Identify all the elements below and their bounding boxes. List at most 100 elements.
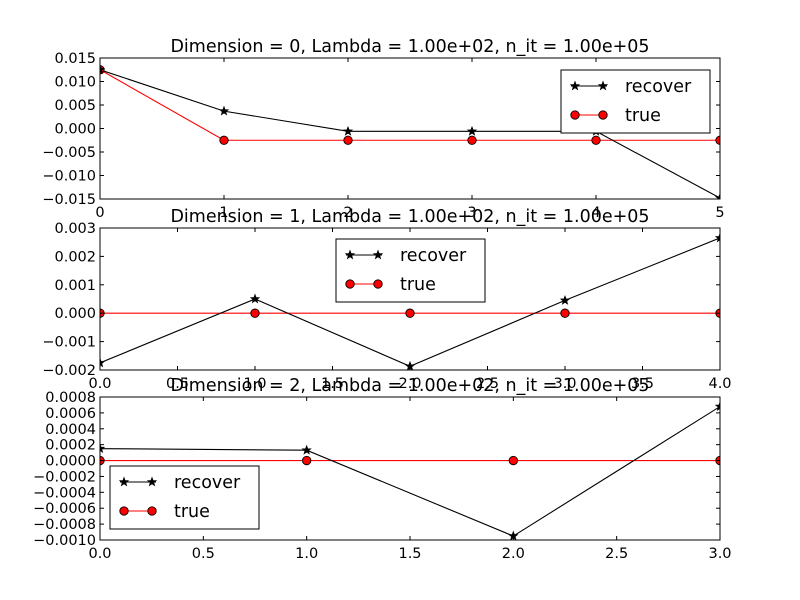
data-point-recover <box>714 192 720 199</box>
data-point-true <box>219 135 229 145</box>
x-tick-label: 3.0 <box>553 376 576 392</box>
subplot-title: Dimension = 1, Lambda = 1.00e+02, n_it =… <box>170 207 649 227</box>
y-tick-label: 0.0006 <box>45 406 96 422</box>
data-point-recover <box>714 401 720 411</box>
x-tick-label: 2.0 <box>398 376 421 392</box>
y-tick-label: 0.000 <box>54 306 96 322</box>
subplot-title: Dimension = 2, Lambda = 1.00e+02, n_it =… <box>170 376 649 396</box>
data-point-recover <box>714 232 720 243</box>
x-tick-label: 4.0 <box>708 376 731 392</box>
x-tick-label: 5 <box>715 205 724 221</box>
legend-marker-true <box>598 110 608 120</box>
data-point-recover <box>100 357 106 368</box>
data-point-true <box>560 308 570 318</box>
data-point-recover <box>100 64 106 75</box>
legend-marker-true <box>570 110 580 120</box>
data-point-true <box>467 135 477 145</box>
y-tick-label: −0.015 <box>42 192 96 208</box>
y-tick-label: 0.002 <box>54 249 96 265</box>
x-tick-label: 0.0 <box>88 546 111 562</box>
legend-box <box>335 238 486 303</box>
y-tick-label: 0.0004 <box>45 422 96 438</box>
y-tick-label: 0.005 <box>54 98 96 114</box>
legend-marker-recover <box>372 249 384 260</box>
legend: recover true <box>109 465 260 530</box>
series-line-true <box>100 69 720 141</box>
series-line-recover <box>100 69 720 199</box>
subplot-title: Dimension = 0, Lambda = 1.00e+02, n_it =… <box>170 37 649 57</box>
x-tick-label: 0.0 <box>88 376 111 392</box>
data-point-recover <box>218 105 230 116</box>
data-point-recover <box>249 293 261 304</box>
legend-marker-true <box>345 279 355 289</box>
x-tick-label: 1.5 <box>398 546 421 562</box>
legend-label-true: true <box>174 502 210 522</box>
x-tick-label: 0.5 <box>166 376 189 392</box>
legend-marker-recover <box>146 476 158 487</box>
legend-marker-recover <box>118 476 130 487</box>
data-point-true <box>405 308 415 318</box>
legend-label-recover: recover <box>400 246 467 266</box>
y-tick-label: 0.000 <box>54 122 96 138</box>
x-tick-label: 0 <box>95 205 104 221</box>
y-tick-label: −0.001 <box>42 335 96 351</box>
y-tick-label: −0.002 <box>42 363 96 379</box>
data-point-recover <box>466 125 478 136</box>
series-group <box>100 64 720 199</box>
data-point-recover <box>559 294 571 305</box>
data-point-true <box>508 455 518 466</box>
x-tick-label: 3.0 <box>708 546 731 562</box>
y-tick-label: −0.0002 <box>33 469 96 485</box>
legend-box <box>109 465 260 530</box>
y-tick-label: 0.0002 <box>45 438 96 454</box>
y-tick-label: 0.015 <box>54 51 96 67</box>
data-point-true <box>343 135 353 145</box>
y-tick-label: 0.001 <box>54 278 96 294</box>
x-tick-label: 2.0 <box>502 546 525 562</box>
y-tick-label: 0.010 <box>54 75 96 91</box>
legend-marker-recover <box>597 80 609 91</box>
data-point-true <box>250 308 260 318</box>
y-tick-label: −0.0008 <box>33 517 96 533</box>
legend-marker-recover <box>344 249 356 260</box>
y-tick-label: −0.010 <box>42 169 96 185</box>
x-tick-label: 3 <box>467 205 476 221</box>
data-point-recover <box>100 443 106 454</box>
legend-label-true: true <box>400 275 436 295</box>
legend: recover true <box>335 238 486 303</box>
x-tick-label: 1.5 <box>321 376 344 392</box>
data-point-true <box>302 455 312 466</box>
x-tick-label: 1.0 <box>295 546 318 562</box>
legend-marker-true <box>373 279 383 289</box>
y-tick-label: 0.0000 <box>45 454 96 470</box>
y-tick-label: 0.003 <box>54 221 96 237</box>
y-tick-label: −0.0010 <box>33 533 96 549</box>
legend-box <box>560 69 711 134</box>
data-point-true <box>591 135 601 145</box>
x-tick-label: 4 <box>591 205 600 221</box>
x-tick-label: 1 <box>219 205 228 221</box>
legend-label-true: true <box>625 106 661 126</box>
legend-marker-true <box>119 506 129 516</box>
y-tick-label: 0.0008 <box>45 390 96 406</box>
x-tick-label: 2 <box>343 205 352 221</box>
x-tick-label: 1.0 <box>243 376 266 392</box>
data-point-recover <box>342 125 354 136</box>
y-tick-label: −0.005 <box>42 145 96 161</box>
legend-label-recover: recover <box>625 77 692 97</box>
x-tick-label: 2.5 <box>605 546 628 562</box>
series-line-recover <box>100 406 720 537</box>
data-point-recover <box>301 444 312 455</box>
legend: recover true <box>560 69 711 134</box>
legend-label-recover: recover <box>174 473 241 493</box>
x-tick-label: 2.5 <box>476 376 499 392</box>
legend-marker-recover <box>569 80 581 91</box>
x-tick-label: 3.5 <box>631 376 654 392</box>
y-tick-label: −0.0006 <box>33 501 96 517</box>
x-tick-label: 0.5 <box>192 546 215 562</box>
legend-marker-true <box>147 506 157 516</box>
